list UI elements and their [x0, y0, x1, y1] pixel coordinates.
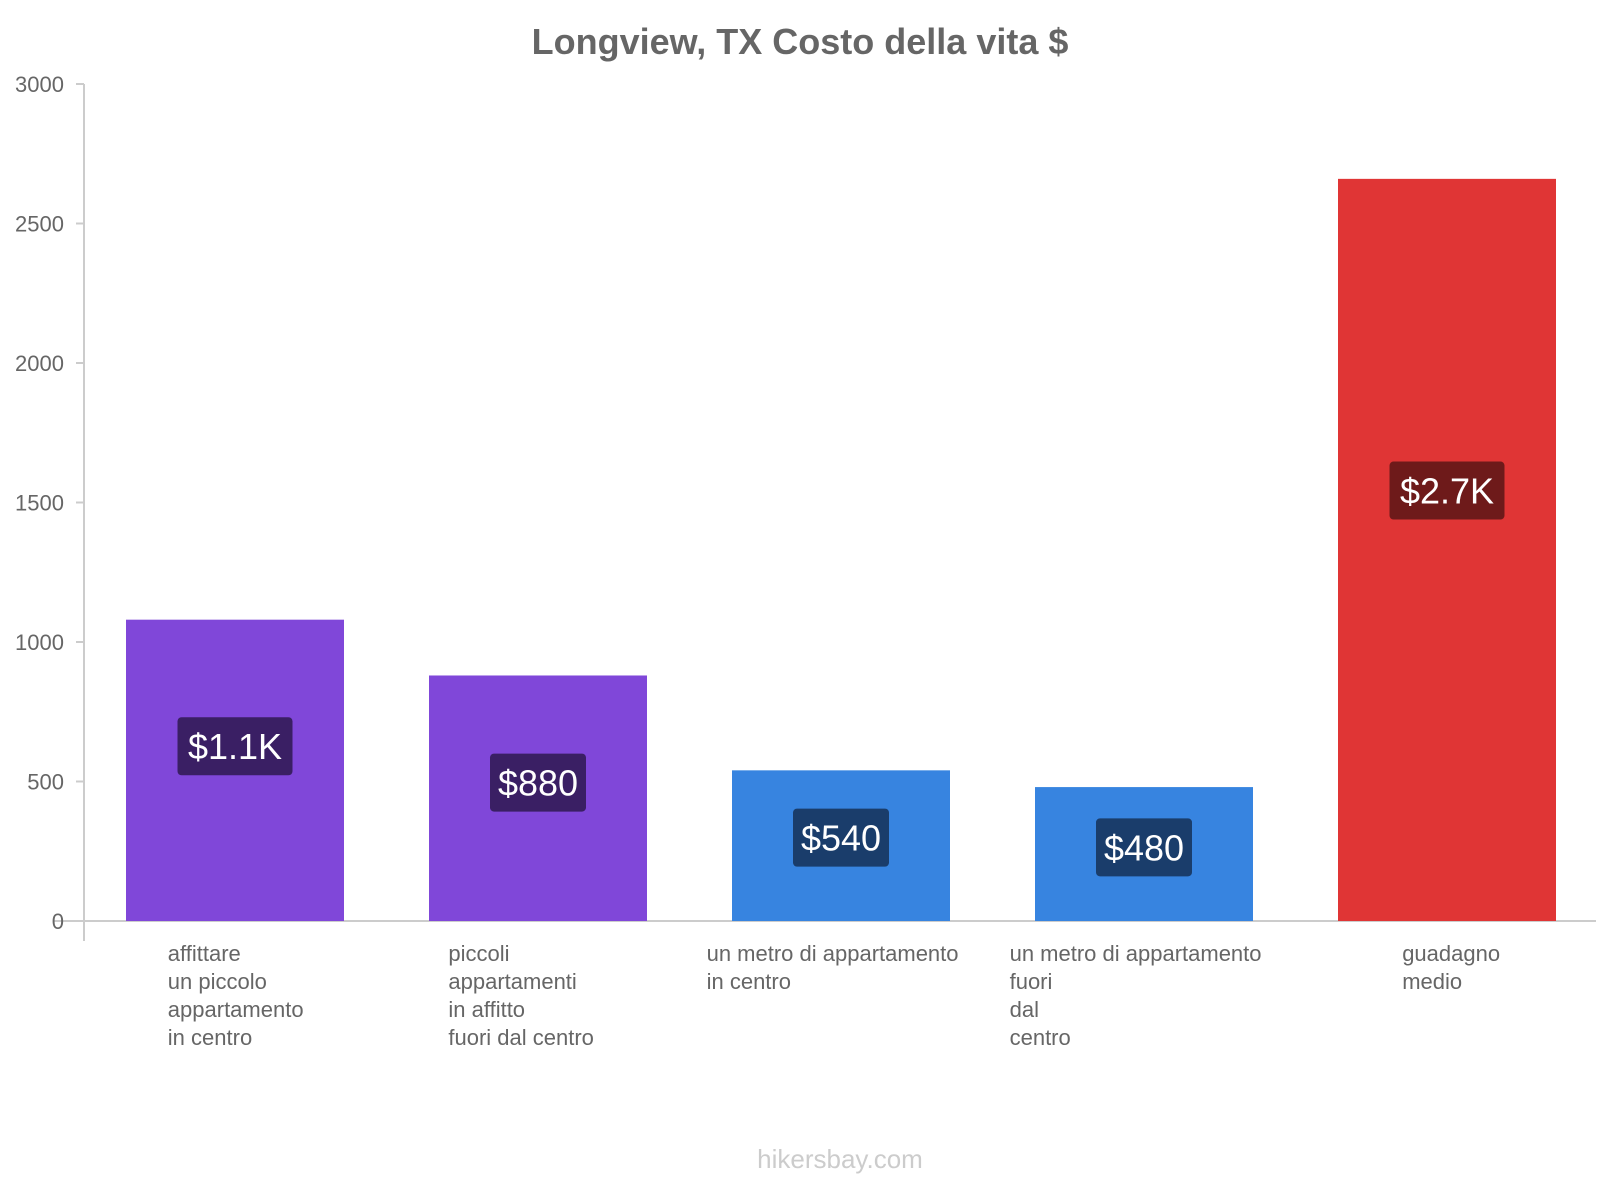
source-watermark: hikersbay.com: [757, 1144, 923, 1174]
category-label: un metro di appartamento in centro: [707, 941, 959, 994]
bars: $1.1K $880 $540 $480 $2.7K: [126, 178, 1556, 922]
value-label-bg: [793, 808, 889, 867]
category-label-line: in affitto: [448, 997, 525, 1022]
category-label: un metro di appartamento fuori dal centro: [1010, 941, 1262, 1050]
category-label: piccoli appartamenti in affitto fuori dal c…: [448, 941, 594, 1050]
value-label: $480: [1096, 818, 1192, 877]
category-label-line: piccoli: [448, 941, 509, 966]
category-label-line: dal: [1010, 997, 1039, 1022]
category-label-line: un piccolo: [168, 969, 267, 994]
y-tick-label: 1000: [15, 630, 64, 655]
chart-title: Longview, TX Costo della vita $: [532, 21, 1069, 62]
value-label-text: $540: [801, 818, 881, 859]
value-label-bg: [1389, 461, 1505, 520]
y-tick-label: 500: [27, 770, 64, 795]
value-label-text: $880: [498, 763, 578, 804]
category-label-line: un metro di appartamento: [707, 941, 959, 966]
y-tick-label: 2500: [15, 212, 64, 237]
value-label: $880: [490, 753, 586, 812]
bar: [1338, 178, 1556, 922]
value-label-bg: [490, 753, 586, 812]
category-label-line: fuori: [1010, 969, 1053, 994]
category-label-line: medio: [1402, 969, 1462, 994]
category-label: affittare un piccolo appartamento in centro: [168, 941, 304, 1050]
value-label: $540: [793, 808, 889, 867]
category-label-line: centro: [1010, 1025, 1071, 1050]
value-label-text: $1.1K: [188, 726, 282, 767]
y-tick-label: 3000: [15, 72, 64, 97]
category-label-line: in centro: [707, 969, 791, 994]
category-label-line: in centro: [168, 1025, 252, 1050]
category-label-line: un metro di appartamento: [1010, 941, 1262, 966]
value-label: $1.1K: [177, 717, 293, 776]
value-label-text: $480: [1104, 827, 1184, 868]
y-tick-label: 0: [52, 909, 64, 934]
value-label-text: $2.7K: [1400, 471, 1494, 512]
category-label-line: appartamento: [168, 997, 304, 1022]
x-axis-labels: affittare un piccolo appartamento in centro…: [168, 941, 1500, 1050]
category-label-line: affittare: [168, 941, 241, 966]
category-label-line: guadagno: [1402, 941, 1500, 966]
value-label-bg: [177, 717, 293, 776]
category-label-line: appartamenti: [448, 969, 576, 994]
value-label-bg: [1096, 818, 1192, 877]
value-label: $2.7K: [1389, 461, 1505, 520]
y-tick-label: 1500: [15, 491, 64, 516]
y-tick-label: 2000: [15, 351, 64, 376]
category-label: guadagno medio: [1402, 941, 1500, 994]
category-label-line: fuori dal centro: [448, 1025, 594, 1050]
